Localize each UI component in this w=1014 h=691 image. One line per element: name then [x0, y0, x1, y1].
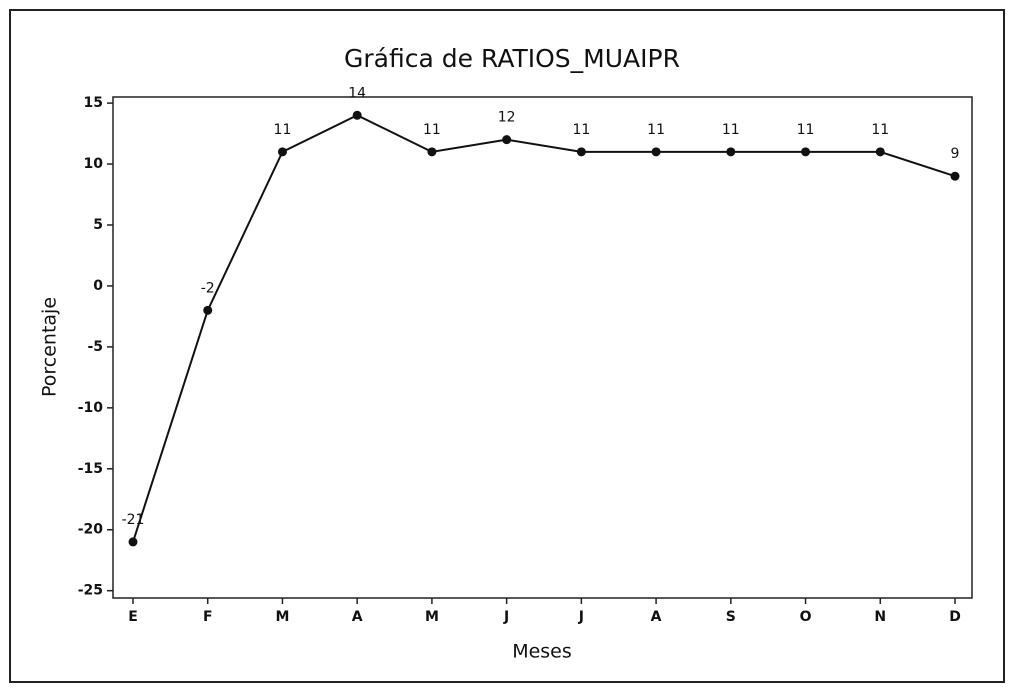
data-label: -2 [201, 280, 215, 296]
y-tick-label: 15 [84, 95, 103, 111]
line [132, 114, 956, 543]
y-tick-label: -25 [78, 583, 103, 599]
x-axis-label: Meses [512, 641, 572, 663]
y-tick-label: -10 [78, 400, 104, 416]
y-tick-label: -15 [78, 461, 103, 477]
x-tick-label: F [203, 609, 213, 625]
data-label: 11 [572, 122, 590, 138]
data-label: 11 [647, 122, 665, 138]
x-tick-label: A [352, 609, 363, 625]
x-tick-label: S [726, 609, 736, 625]
y-tick-label: 10 [84, 156, 104, 172]
y-tick-label: -5 [87, 339, 103, 355]
data-label: -21 [122, 512, 145, 528]
y-axis-label: Porcentaje [39, 297, 61, 397]
x-tick-label: A [651, 609, 662, 625]
x-tick-label: M [425, 609, 439, 625]
x-tick-label: D [949, 609, 961, 625]
x-tick-label: O [800, 609, 812, 625]
data-label: 11 [274, 122, 292, 138]
data-label: 11 [722, 122, 740, 138]
point [203, 305, 213, 315]
data-label: 9 [951, 146, 960, 162]
point [352, 110, 362, 120]
point [427, 147, 437, 157]
point [801, 147, 811, 157]
frame [9, 9, 1005, 683]
point [726, 147, 736, 157]
data-label: 14 [348, 85, 366, 101]
plot-area [112, 96, 973, 599]
point [128, 537, 138, 547]
data-label: 11 [871, 122, 889, 138]
point [950, 171, 960, 181]
y-tick-label: 0 [93, 278, 103, 294]
x-tick-label: E [128, 609, 138, 625]
y-tick-label: -20 [78, 522, 104, 538]
x-tick-label: J [503, 609, 509, 625]
x-tick-label: J [578, 609, 584, 625]
data-label: 12 [498, 110, 516, 126]
x-tick-label: N [874, 609, 886, 625]
point [277, 147, 287, 157]
data-label: 11 [423, 122, 441, 138]
point [651, 147, 661, 157]
chart-title: Gráfica de RATIOS_MUAIPR [344, 44, 680, 73]
data-label: 11 [797, 122, 815, 138]
point [502, 135, 512, 145]
point [875, 147, 885, 157]
x-tick-label: M [275, 609, 289, 625]
point [576, 147, 586, 157]
y-tick-label: 5 [93, 217, 103, 233]
